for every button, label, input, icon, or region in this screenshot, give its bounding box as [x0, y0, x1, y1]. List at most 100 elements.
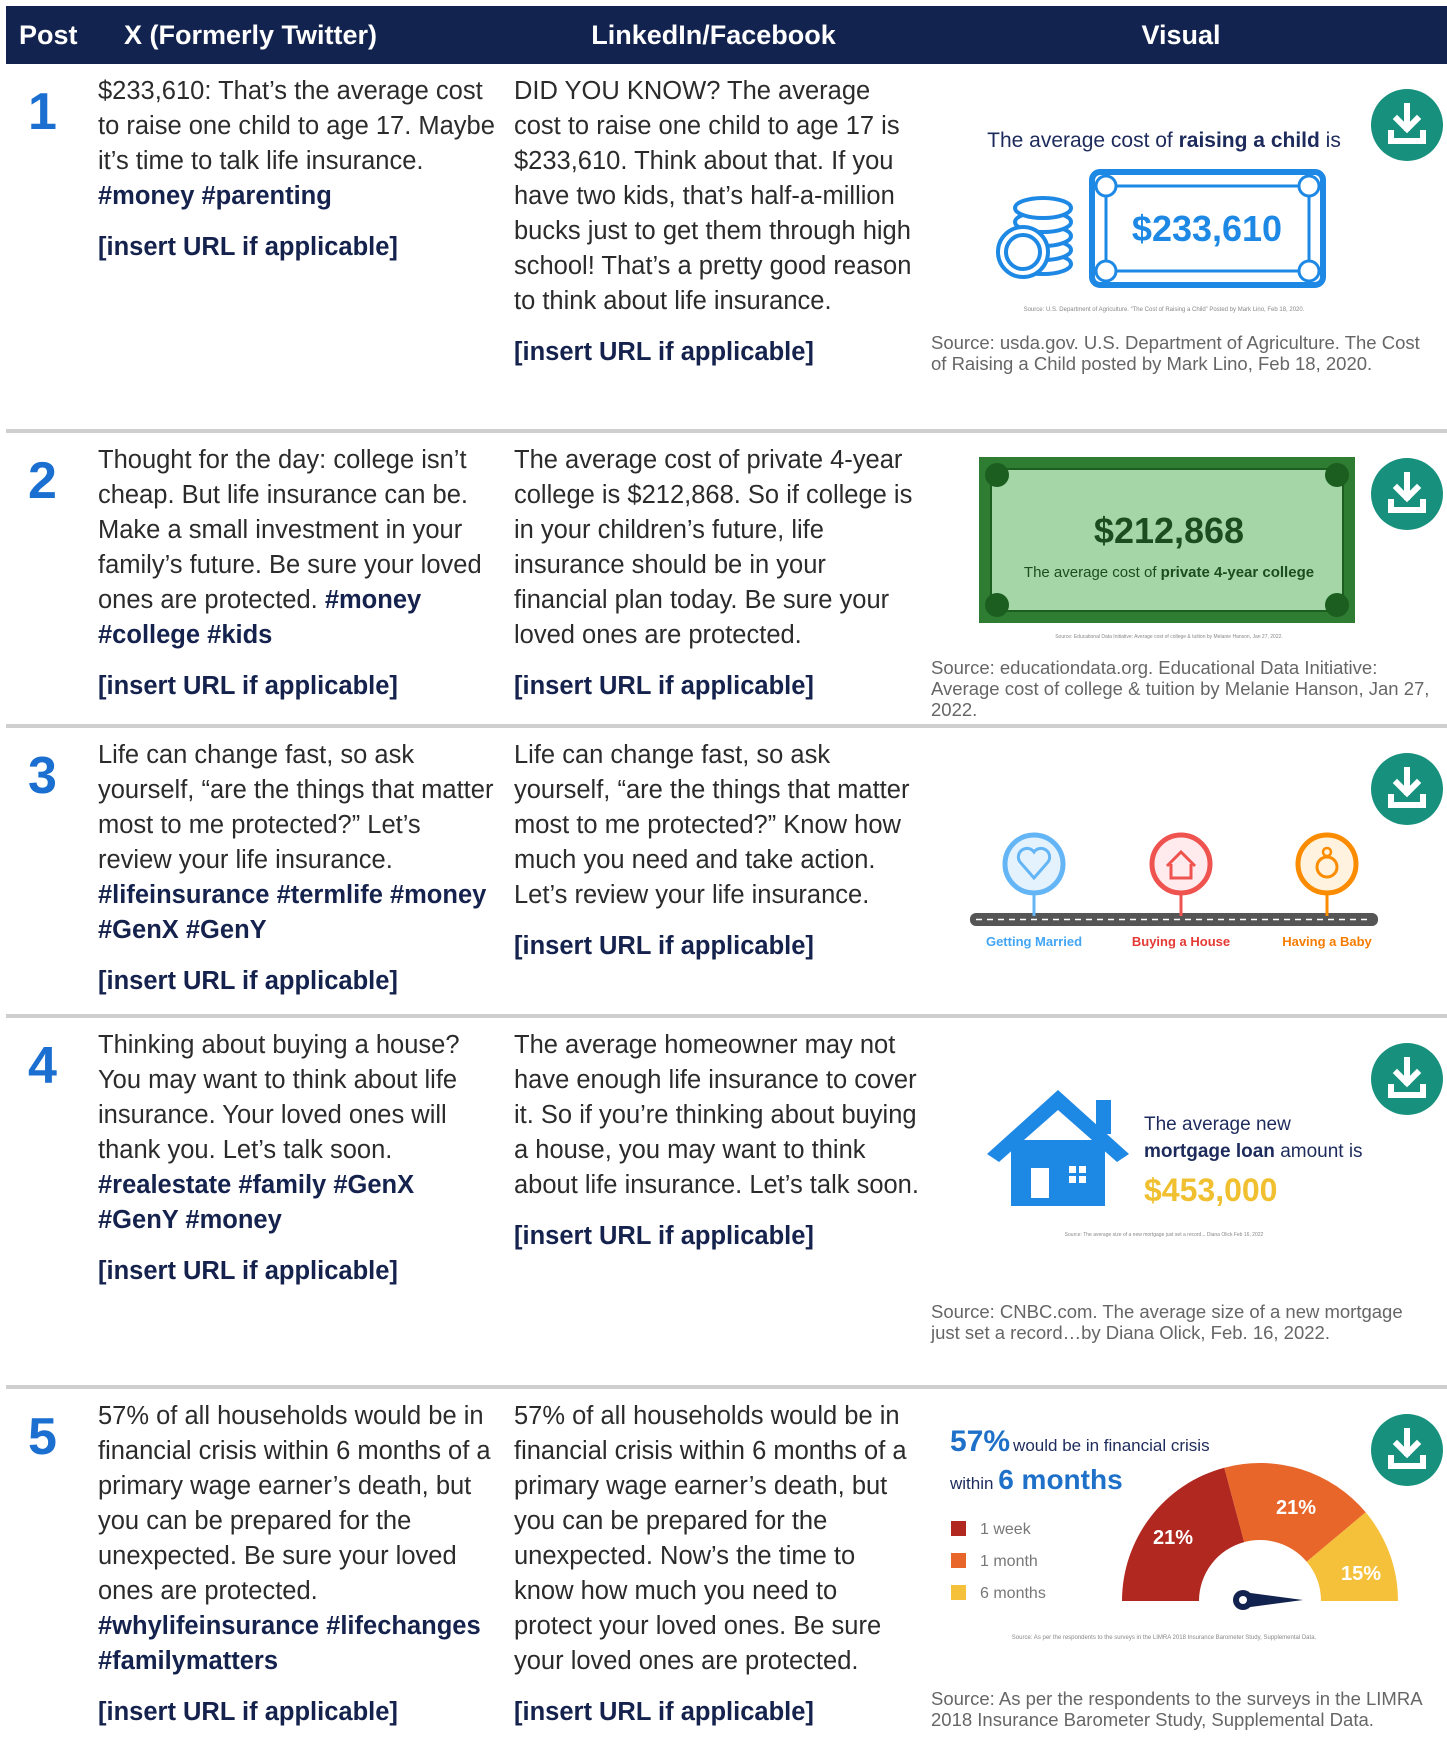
url-placeholder: [insert URL if applicable] [514, 669, 919, 704]
house-door-windows [1031, 1166, 1086, 1198]
hashtags: #lifeinsurance #termlife #money #GenX #G… [98, 881, 487, 944]
visual-raising-child: The average cost of raising a child is $… [987, 129, 1341, 313]
visual-subtitle: The average cost of private 4-year colle… [1024, 564, 1314, 581]
url-text: [insert URL if applicable] [514, 932, 814, 960]
post-row: The average new mortgage loan amount is … [6, 1014, 1447, 1385]
header-post: Post [19, 20, 78, 50]
linkedin-text: DID YOU KNOW? The average cost to raise … [514, 74, 919, 319]
x-post: Life can change fast, so ask yourself, “… [98, 738, 496, 1015]
segment-label: 15% [1341, 1563, 1381, 1585]
source: Source: usda.gov. U.S. Department of Agr… [931, 332, 1420, 374]
bill [1089, 169, 1326, 288]
post-row: 57% would be in financial crisis within 6… [6, 1385, 1447, 1733]
pin-baby [1295, 832, 1359, 916]
download-button[interactable] [1370, 1413, 1444, 1487]
bill-corners [985, 463, 1349, 617]
header: Post X (Formerly Twitter) LinkedIn/Faceb… [6, 6, 1447, 64]
post-row: The average cost of raising a child is $… [6, 64, 1447, 429]
headline-text: within [949, 1474, 993, 1493]
post-number: 4 [28, 1037, 57, 1095]
url-placeholder: [insert URL if applicable] [514, 1219, 919, 1254]
linkedin-text: 57% of all households would be in financ… [514, 1399, 919, 1679]
gauge-segment [1306, 1512, 1398, 1601]
legend-swatch [951, 1553, 966, 1568]
pin-married [1002, 832, 1066, 916]
linkedin-text: The average homeowner may not have enoug… [514, 1028, 919, 1203]
legend-label: 1 month [980, 1553, 1038, 1570]
url-placeholder: [insert URL if applicable] [98, 964, 496, 999]
x-text: 57% of all households would be in financ… [98, 1399, 496, 1679]
linkedin-post: Life can change fast, so ask yourself, “… [514, 738, 919, 980]
subtitle-text: The average cost of [1024, 564, 1157, 581]
url-placeholder: [insert URL if applicable] [514, 929, 919, 964]
segment-label: 21% [1153, 1527, 1193, 1549]
url-placeholder: [insert URL if applicable] [514, 1695, 919, 1730]
url-placeholder: [insert URL if applicable] [98, 230, 496, 265]
bill-face [990, 468, 1344, 612]
source: Source: educationdata.org. Educational D… [931, 657, 1430, 720]
source: Source: As per the respondents to the su… [931, 1688, 1422, 1730]
post-text: $233,610: That’s the average cost to rai… [98, 77, 495, 175]
visual-text: The average new [1144, 1114, 1291, 1135]
legend-swatch [951, 1585, 966, 1600]
post-number: 3 [28, 747, 57, 805]
title-text: The average cost of [987, 129, 1173, 152]
visual-amount: $212,868 [1094, 510, 1244, 551]
gauge-segment [1122, 1467, 1245, 1601]
header-x: X (Formerly Twitter) [124, 20, 378, 50]
fine-print: Source: Educational Data Initiative: Ave… [1055, 634, 1283, 640]
headline: 57% would be in financial crisis [950, 1425, 1210, 1458]
visual-title: The average cost of raising a child is [987, 129, 1341, 152]
x-post: $233,610: That’s the average cost to rai… [98, 74, 496, 281]
url-placeholder: [insert URL if applicable] [98, 669, 496, 704]
url-text: [insert URL if applicable] [98, 1257, 398, 1285]
pin-house [1149, 832, 1213, 916]
visual-mortgage: The average new mortgage loan amount is … [987, 1090, 1363, 1238]
post-text: Thought for the day: college isn’t cheap… [98, 446, 482, 614]
milestone-label: Having a Baby [1282, 934, 1372, 949]
fine-print: Source: As per the respondents to the su… [1012, 1635, 1317, 1641]
source: Source: CNBC.com. The average size of a … [931, 1301, 1403, 1343]
post-number: 5 [28, 1408, 57, 1466]
url-text: [insert URL if applicable] [514, 338, 814, 366]
post-text: 57% of all households would be in financ… [514, 1402, 907, 1675]
x-text: Thinking about buying a house? You may w… [98, 1028, 496, 1238]
post-text: The average homeowner may not have enoug… [514, 1031, 919, 1199]
visual-financial-crisis: 57% would be in financial crisis within 6… [949, 1425, 1398, 1641]
subtitle-bold: private 4-year college [1161, 564, 1314, 581]
post-row: $212,868 The average cost of private 4-y… [6, 429, 1447, 724]
x-text: Life can change fast, so ask yourself, “… [98, 738, 496, 948]
milestone-label: Getting Married [986, 934, 1082, 949]
url-text: [insert URL if applicable] [514, 1698, 814, 1726]
headline: within 6 months [949, 1464, 1123, 1495]
url-text: [insert URL if applicable] [98, 672, 398, 700]
url-text: [insert URL if applicable] [98, 1698, 398, 1726]
headline-text: would be in financial crisis [1012, 1436, 1210, 1455]
visual-amount: $453,000 [1144, 1172, 1277, 1208]
post-text: Life can change fast, so ask yourself, “… [514, 741, 910, 909]
legend-label: 6 months [980, 1585, 1046, 1602]
visual-amount: $233,610 [1132, 208, 1282, 249]
x-post: 57% of all households would be in financ… [98, 1399, 496, 1746]
headline-big: 6 months [998, 1464, 1122, 1495]
download-button[interactable] [1370, 88, 1444, 162]
post-text: The average cost of private 4-year colle… [514, 446, 913, 649]
linkedin-text: Life can change fast, so ask yourself, “… [514, 738, 919, 913]
download-button[interactable] [1370, 752, 1444, 826]
download-button[interactable] [1370, 1042, 1444, 1116]
url-text: [insert URL if applicable] [98, 233, 398, 261]
download-button[interactable] [1370, 457, 1444, 531]
post-number: 1 [28, 83, 57, 141]
post-row: Getting Married Buying a House Having a … [6, 724, 1447, 1014]
header-visual: Visual [1141, 20, 1221, 50]
visual-life-events: Getting Married Buying a House Having a … [970, 832, 1378, 949]
url-text: [insert URL if applicable] [98, 967, 398, 995]
fine-print: Source: U.S. Department of Agriculture. … [1024, 307, 1305, 313]
linkedin-text: The average cost of private 4-year colle… [514, 443, 919, 653]
hashtags: #money #college #kids [98, 586, 422, 649]
gauge-segment [1224, 1463, 1366, 1562]
legend-label: 1 week [980, 1521, 1032, 1538]
text-normal: amount is [1280, 1141, 1362, 1162]
url-text: [insert URL if applicable] [514, 672, 814, 700]
